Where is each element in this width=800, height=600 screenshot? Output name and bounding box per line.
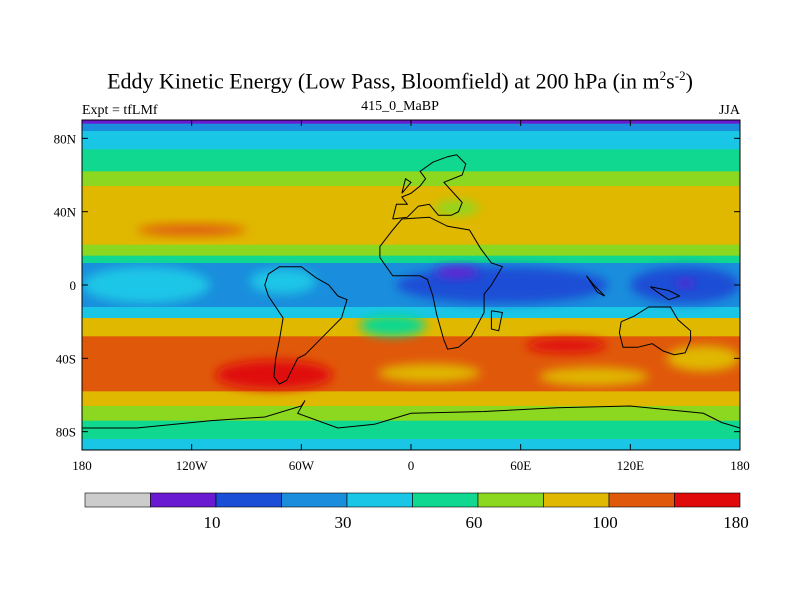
coastline-2 (490, 310, 503, 332)
colorbar-box-9 (674, 492, 741, 508)
colorbar-box-2 (215, 492, 282, 508)
contour-cell-0 (136, 224, 247, 236)
y-tick-label-1: 40N (54, 205, 77, 220)
contour-cell-12 (538, 367, 649, 386)
contour-cell-5 (434, 266, 479, 278)
colorbar-box-7 (543, 492, 610, 508)
contour-cell-13 (666, 345, 740, 372)
colorbar-box-1 (150, 492, 217, 508)
contour-band-9 (82, 307, 740, 319)
x-tick-label-6: 180 (730, 458, 750, 473)
contour-cell-2 (82, 266, 210, 304)
contour-cell-7 (676, 279, 695, 287)
contour-cell-3 (250, 268, 316, 295)
contour-band-14 (82, 420, 740, 440)
contour-cell-1 (434, 200, 479, 216)
contour-cell-11 (378, 363, 481, 383)
case-label: 415_0_MaBP (361, 99, 439, 114)
y-tick-label-3: 40S (56, 351, 76, 366)
season-label: JJA (718, 103, 740, 118)
coastline-7 (401, 177, 412, 194)
colorbar-label-4: 180 (723, 513, 749, 532)
y-tick-label-2: 0 (70, 278, 77, 293)
contour-band-5 (82, 186, 740, 246)
contour-band-3 (82, 149, 740, 172)
y-tick-label-0: 80N (54, 131, 77, 146)
x-tick-label-1: 120W (176, 458, 209, 473)
coastline-6 (392, 154, 467, 220)
eke-field (82, 120, 740, 450)
colorbar-label-2: 60 (466, 513, 483, 532)
contour-cell-4 (396, 266, 609, 304)
contour-band-7 (82, 255, 740, 264)
contour-band-4 (82, 171, 740, 187)
coastline-0 (264, 266, 348, 385)
contour-band-1 (82, 123, 740, 132)
contour-cell-10 (526, 338, 607, 353)
colorbar-box-6 (477, 492, 544, 508)
coastline-1 (379, 216, 504, 350)
contour-band-12 (82, 391, 740, 407)
colorbar-box-0 (84, 492, 151, 508)
colorbar-box-5 (412, 492, 479, 508)
x-tick-label-0: 180 (72, 458, 92, 473)
colorbar-box-4 (346, 492, 413, 508)
coastline-4 (650, 286, 680, 301)
contour-band-11 (82, 336, 740, 392)
colorbar-box-8 (608, 492, 675, 508)
contour-band-6 (82, 244, 740, 257)
x-tick-label-3: 0 (408, 458, 415, 473)
coastline-3 (618, 306, 692, 356)
coastline-8 (82, 400, 740, 429)
experiment-label: Expt = tfLMf (82, 103, 158, 118)
y-tick-label-4: 80S (56, 425, 76, 440)
axes: 180 120W 60W 0 60E 120E 180 80N 40N 0 40S 80S (54, 120, 750, 473)
coastline-5 (586, 275, 606, 297)
contour-cell-8 (359, 314, 426, 337)
colorbar-label-1: 30 (335, 513, 352, 532)
colorbar: 10 30 60 100 180 (84, 492, 749, 532)
colorbar-box-3 (281, 492, 348, 508)
x-tick-label-4: 60E (510, 458, 531, 473)
chart-title: Eddy Kinetic Energy (Low Pass, Bloomfiel… (107, 68, 693, 94)
colorbar-label-3: 100 (592, 513, 618, 532)
x-tick-label-5: 120E (617, 458, 645, 473)
x-tick-label-2: 60W (289, 458, 315, 473)
colorbar-label-0: 10 (204, 513, 221, 532)
coastlines (82, 154, 740, 429)
contour-band-2 (82, 131, 740, 150)
